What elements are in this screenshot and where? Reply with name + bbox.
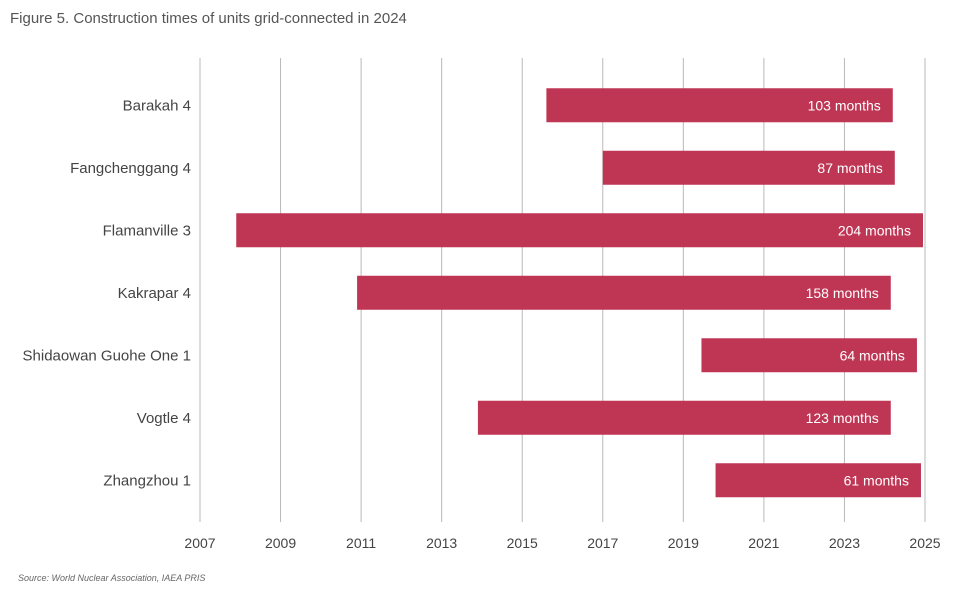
bar-value-label: 64 months bbox=[840, 347, 905, 363]
category-label: Zhangzhou 1 bbox=[103, 472, 191, 489]
bars: 103 months 87 months 204 months 158 months 6… bbox=[236, 88, 923, 498]
x-tick-label: 2013 bbox=[426, 535, 457, 551]
x-tick-label: 2021 bbox=[748, 535, 779, 551]
category-label: Vogtle 4 bbox=[137, 410, 191, 427]
x-tick-label: 2009 bbox=[265, 535, 296, 551]
bar bbox=[701, 338, 917, 373]
bar-value-label: 103 months bbox=[808, 97, 881, 113]
x-tick-label: 2019 bbox=[668, 535, 699, 551]
bar bbox=[546, 88, 893, 123]
category-labels: Barakah 4 Fangchenggang 4 Flamanville 3 Kak… bbox=[23, 97, 191, 489]
bar bbox=[236, 213, 923, 248]
bar-value-label: 87 months bbox=[817, 160, 882, 176]
category-label: Shidaowan Guohe One 1 bbox=[23, 347, 191, 364]
category-label: Flamanville 3 bbox=[103, 222, 191, 239]
x-axis-tick-labels: 2007 2009 2011 2013 2015 2017 2019 2021 2023 2025 bbox=[184, 535, 940, 551]
bar bbox=[357, 275, 891, 310]
bar-value-label: 204 months bbox=[838, 222, 911, 238]
x-tick-label: 2011 bbox=[346, 535, 376, 551]
x-tick-label: 2025 bbox=[909, 535, 940, 551]
x-tick-label: 2017 bbox=[587, 535, 618, 551]
bar bbox=[602, 150, 895, 185]
x-tick-label: 2015 bbox=[507, 535, 538, 551]
bar-value-label: 123 months bbox=[806, 410, 879, 426]
category-label: Kakrapar 4 bbox=[118, 285, 191, 302]
category-label: Fangchenggang 4 bbox=[70, 160, 191, 177]
bar-value-label: 61 months bbox=[844, 472, 909, 488]
category-label: Barakah 4 bbox=[123, 97, 191, 114]
bar bbox=[715, 463, 921, 498]
bar bbox=[477, 400, 891, 435]
x-tick-label: 2007 bbox=[184, 535, 215, 551]
bar-value-label: 158 months bbox=[806, 285, 879, 301]
x-tick-label: 2023 bbox=[829, 535, 860, 551]
source-note: Source: World Nuclear Association, IAEA … bbox=[18, 573, 206, 583]
chart-title: Figure 5. Construction times of units gr… bbox=[10, 10, 407, 27]
